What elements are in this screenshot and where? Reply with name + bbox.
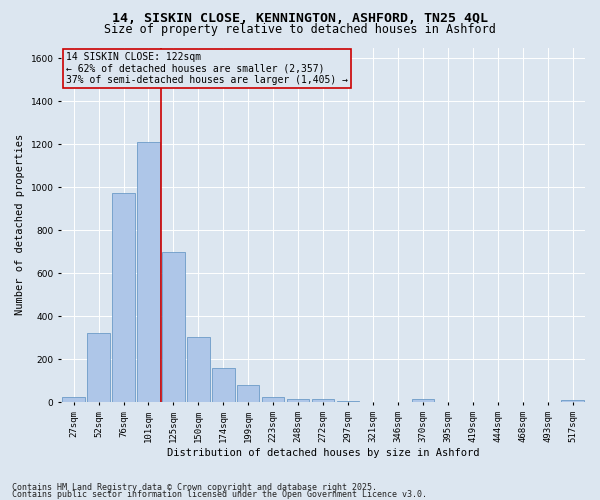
- X-axis label: Distribution of detached houses by size in Ashford: Distribution of detached houses by size …: [167, 448, 479, 458]
- Bar: [162, 252, 185, 402]
- Bar: [187, 336, 209, 402]
- Y-axis label: Number of detached properties: Number of detached properties: [15, 134, 25, 316]
- Bar: [88, 334, 110, 402]
- Bar: [237, 385, 259, 402]
- Bar: [62, 396, 85, 402]
- Bar: [112, 192, 135, 402]
- Text: Contains HM Land Registry data © Crown copyright and database right 2025.: Contains HM Land Registry data © Crown c…: [12, 484, 377, 492]
- Bar: [412, 399, 434, 402]
- Text: 14, SISKIN CLOSE, KENNINGTON, ASHFORD, TN25 4QL: 14, SISKIN CLOSE, KENNINGTON, ASHFORD, T…: [112, 12, 488, 26]
- Bar: [262, 396, 284, 402]
- Bar: [137, 142, 160, 402]
- Bar: [312, 399, 334, 402]
- Bar: [287, 399, 310, 402]
- Bar: [562, 400, 584, 402]
- Text: Contains public sector information licensed under the Open Government Licence v3: Contains public sector information licen…: [12, 490, 427, 499]
- Bar: [337, 401, 359, 402]
- Text: 14 SISKIN CLOSE: 122sqm
← 62% of detached houses are smaller (2,357)
37% of semi: 14 SISKIN CLOSE: 122sqm ← 62% of detache…: [66, 52, 348, 85]
- Bar: [212, 368, 235, 402]
- Text: Size of property relative to detached houses in Ashford: Size of property relative to detached ho…: [104, 22, 496, 36]
